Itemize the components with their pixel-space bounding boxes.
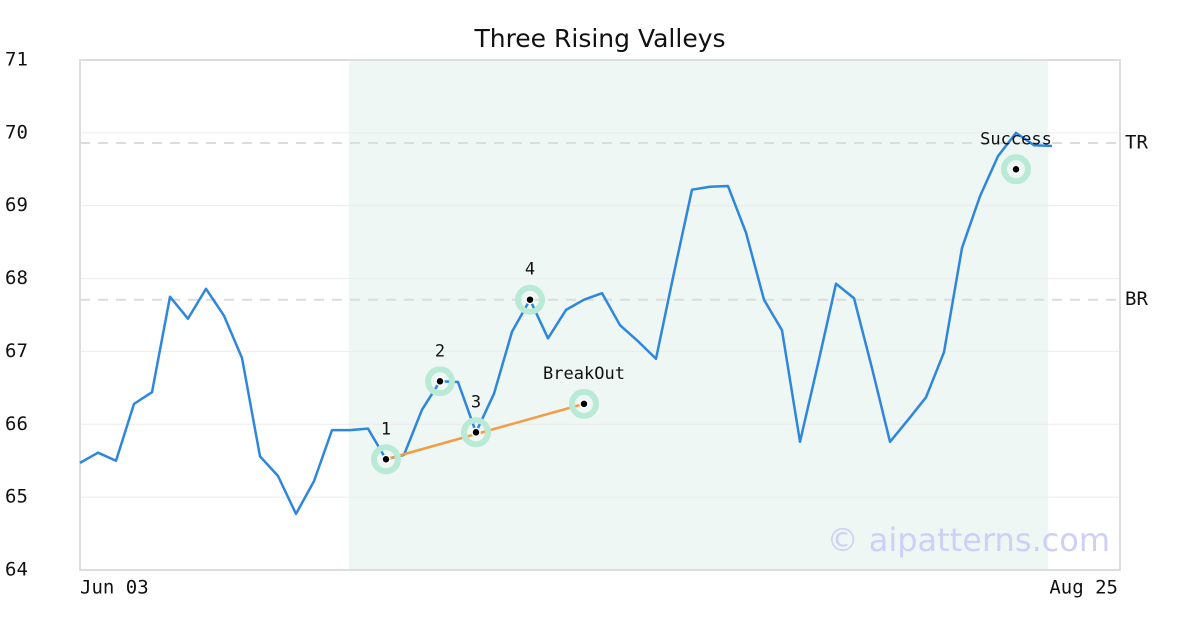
- y-tick-label: 66: [5, 413, 28, 435]
- point-halo: [515, 284, 545, 315]
- level-label: BR: [1125, 288, 1148, 310]
- x-tick-label: Aug 25: [1049, 577, 1118, 599]
- y-tick-label: 68: [5, 267, 28, 289]
- point-label: 2: [435, 341, 445, 361]
- point-label: 3: [471, 392, 481, 412]
- pattern-region: [349, 61, 1048, 569]
- point-halo: [371, 444, 401, 475]
- point-dot: [579, 399, 589, 409]
- point-dot: [1011, 164, 1021, 175]
- point-halo: [461, 417, 491, 448]
- point-label: BreakOut: [543, 364, 625, 384]
- plot-border: [79, 59, 1121, 571]
- price-line: [79, 131, 1053, 516]
- y-tick-label: 64: [5, 559, 28, 581]
- x-tick-label: Jun 03: [80, 577, 149, 599]
- y-tick-label: 67: [5, 340, 28, 362]
- chart-title: Three Rising Valleys: [473, 24, 725, 53]
- point-dot: [471, 427, 481, 438]
- point-halo: [1001, 154, 1031, 185]
- y-tick-label: 70: [5, 121, 28, 143]
- point-label: 1: [381, 419, 391, 439]
- y-tick-label: 65: [5, 486, 28, 508]
- watermark: © aipatterns.com: [827, 521, 1110, 559]
- point-halo: [569, 388, 599, 419]
- point-dot: [381, 454, 391, 465]
- y-tick-label: 69: [5, 194, 28, 216]
- level-label: TR: [1125, 132, 1148, 154]
- y-tick-label: 71: [5, 49, 28, 71]
- point-label: Success: [980, 129, 1052, 149]
- point-label: 4: [525, 260, 535, 280]
- point-halo: [425, 366, 455, 397]
- point-dot: [435, 376, 445, 387]
- point-dot: [525, 294, 535, 305]
